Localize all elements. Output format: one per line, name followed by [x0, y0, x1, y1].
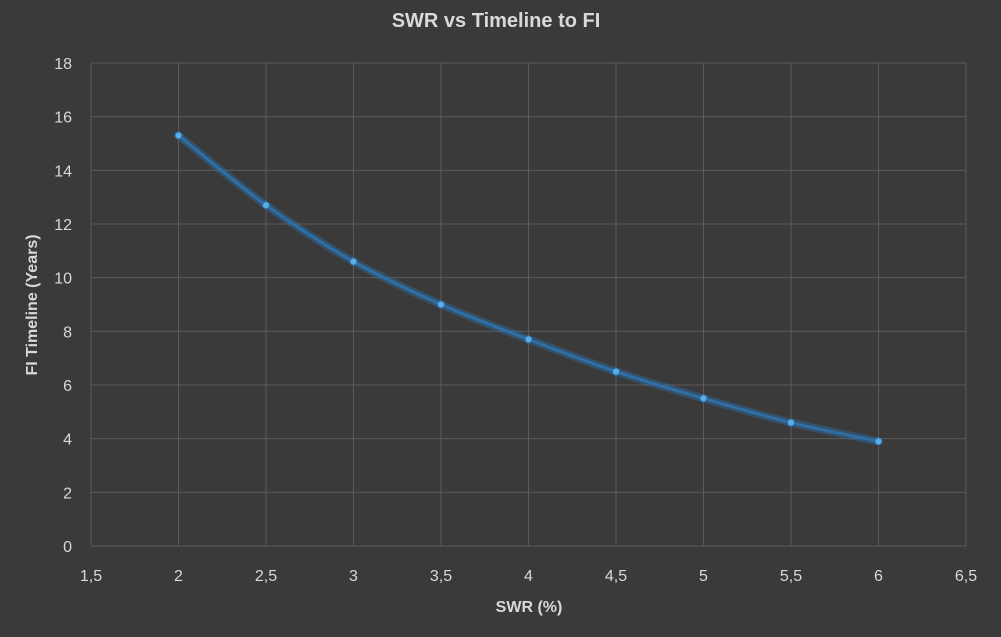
data-series: [174, 131, 883, 446]
y-tick-label: 4: [63, 432, 72, 449]
y-tick-label: 8: [63, 324, 72, 341]
y-tick-label: 2: [63, 485, 72, 502]
y-tick-label: 12: [54, 217, 72, 234]
data-point: [262, 201, 270, 210]
data-point: [699, 394, 708, 403]
x-tick-label: 6,5: [955, 568, 977, 585]
data-point: [874, 437, 883, 446]
x-tick-label: 4: [524, 568, 533, 585]
grid-lines: [90, 62, 967, 547]
data-point: [787, 418, 795, 427]
x-tick-label: 6: [874, 568, 883, 585]
data-point: [349, 257, 358, 266]
x-tick-label: 3: [349, 568, 358, 585]
y-tick-label: 0: [63, 539, 72, 556]
data-point: [437, 300, 445, 309]
y-tick-label: 10: [54, 271, 72, 288]
x-axis-title: SWR (%): [496, 599, 563, 616]
x-tick-label: 5: [699, 568, 708, 585]
data-point: [524, 335, 533, 344]
data-point: [612, 367, 620, 376]
y-tick-label: 14: [54, 163, 72, 180]
x-tick-label: 3,5: [430, 568, 452, 585]
chart-title: SWR vs Timeline to FI: [392, 10, 601, 32]
tick-labels: 0 2 4 6 8 10 12 14 16 18 1,5 2 2,5 3 3,5 4 4,5 5 5,5 6 6,5: [54, 56, 977, 585]
x-tick-label: 4,5: [605, 568, 627, 585]
y-tick-label: 18: [54, 56, 72, 73]
y-tick-label: 6: [63, 378, 72, 395]
x-tick-label: 1,5: [80, 568, 102, 585]
y-tick-label: 16: [54, 110, 72, 127]
x-tick-label: 5,5: [780, 568, 802, 585]
x-tick-label: 2: [174, 568, 183, 585]
data-point: [174, 131, 183, 140]
y-axis-title: FI Timeline (Years): [24, 234, 41, 375]
x-tick-label: 2,5: [255, 568, 277, 585]
